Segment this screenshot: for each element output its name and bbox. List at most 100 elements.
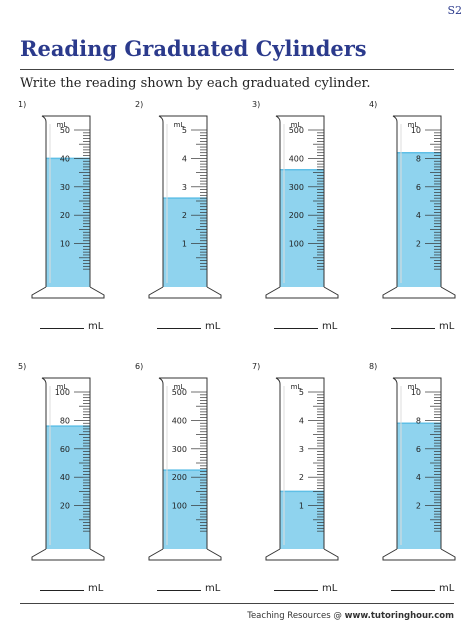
problem-6: 6) mL 500 400 300 200 100 mL [135,362,245,602]
tick-label: 100 [289,240,304,249]
liquid [280,169,324,287]
cylinder-base [148,286,222,299]
answer-unit: mL [322,583,338,594]
answer-blank[interactable] [274,318,318,329]
liquid [163,198,207,287]
problem-number: 4) [369,100,378,109]
unit-label: mL [291,121,302,129]
tick-label: 3 [299,445,304,454]
tick-label: 4 [416,211,421,220]
footer-divider [20,603,454,604]
answer-field[interactable]: mL [274,318,337,332]
answer-blank[interactable] [157,318,201,329]
cylinder-tube [275,115,325,287]
problem-number: 6) [135,362,144,371]
problem-4: 4) mL 10 8 6 4 2 mL [369,100,474,340]
tick-label: 8 [416,416,421,425]
answer-blank[interactable] [40,318,84,329]
tick-label: 500 [289,126,304,135]
liquid [46,158,90,287]
problem-number: 3) [252,100,261,109]
cylinder-base [382,548,456,561]
cylinder-tube [158,115,208,287]
cylinder-base [31,548,105,561]
answer-field[interactable]: mL [40,580,103,594]
tick-label: 60 [60,445,70,454]
tick-label: 100 [55,388,70,397]
tick-label: 300 [289,183,304,192]
cylinder-base [382,286,456,299]
unit-label: mL [408,121,419,129]
unit-label: mL [57,383,68,391]
tick-label: 10 [411,388,421,397]
cylinder-tube [275,377,325,549]
liquid [163,470,207,549]
answer-unit: mL [205,321,221,332]
tick-label: 4 [182,154,187,163]
answer-blank[interactable] [274,580,318,591]
liquid [46,426,90,549]
unit-label: mL [408,383,419,391]
unit-label: mL [57,121,68,129]
page-title: Reading Graduated Cylinders [20,36,367,61]
answer-blank[interactable] [391,318,435,329]
problem-number: 2) [135,100,144,109]
answer-field[interactable]: mL [391,580,454,594]
answer-unit: mL [439,321,455,332]
answer-field[interactable]: mL [157,580,220,594]
cylinder-tube [392,115,442,287]
answer-blank[interactable] [40,580,84,591]
tick-label: 300 [172,445,187,454]
problem-number: 1) [18,100,27,109]
tick-label: 5 [299,388,304,397]
problem-2: 2) mL 5 4 3 2 1 mL [135,100,245,340]
tick-label: 500 [172,388,187,397]
tick-label: 2 [182,211,187,220]
footer: Teaching Resources @ www.tutoringhour.co… [247,611,454,621]
answer-field[interactable]: mL [274,580,337,594]
tick-label: 200 [172,473,187,482]
tick-label: 10 [60,240,70,249]
worksheet-code: S2 [447,4,462,17]
footer-site: www.tutoringhour.com [344,611,454,621]
tick-label: 100 [172,502,187,511]
answer-field[interactable]: mL [391,318,454,332]
title-divider [20,69,454,70]
tick-label: 1 [182,240,187,249]
tick-label: 6 [416,445,421,454]
answer-blank[interactable] [157,580,201,591]
unit-label: mL [174,121,185,129]
answer-unit: mL [88,321,104,332]
tick-label: 400 [172,416,187,425]
graduated-cylinder: mL5 4 3 2 1 [148,115,222,299]
problem-1: 1) mL 50 40 30 20 10 mL [18,100,128,340]
problem-number: 8) [369,362,378,371]
problem-5: 5) mL 100 80 60 40 20 mL [18,362,128,602]
tick-label: 2 [299,473,304,482]
tick-label: 4 [416,473,421,482]
answer-unit: mL [88,583,104,594]
tick-label: 200 [289,211,304,220]
cylinder-base [148,548,222,561]
tick-label: 80 [60,416,70,425]
tick-label: 20 [60,211,70,220]
answer-unit: mL [439,583,455,594]
liquid [397,152,441,287]
unit-label: mL [291,383,302,391]
tick-label: 5 [182,126,187,135]
tick-label: 400 [289,154,304,163]
tick-label: 8 [416,154,421,163]
instruction-text: Write the reading shown by each graduate… [20,76,371,91]
tick-label: 30 [60,183,70,192]
problem-number: 7) [252,362,261,371]
cylinder-tube [158,377,208,549]
answer-blank[interactable] [391,580,435,591]
answer-field[interactable]: mL [40,318,103,332]
answer-field[interactable]: mL [157,318,220,332]
cylinder-tube [392,377,442,549]
problem-number: 5) [18,362,27,371]
